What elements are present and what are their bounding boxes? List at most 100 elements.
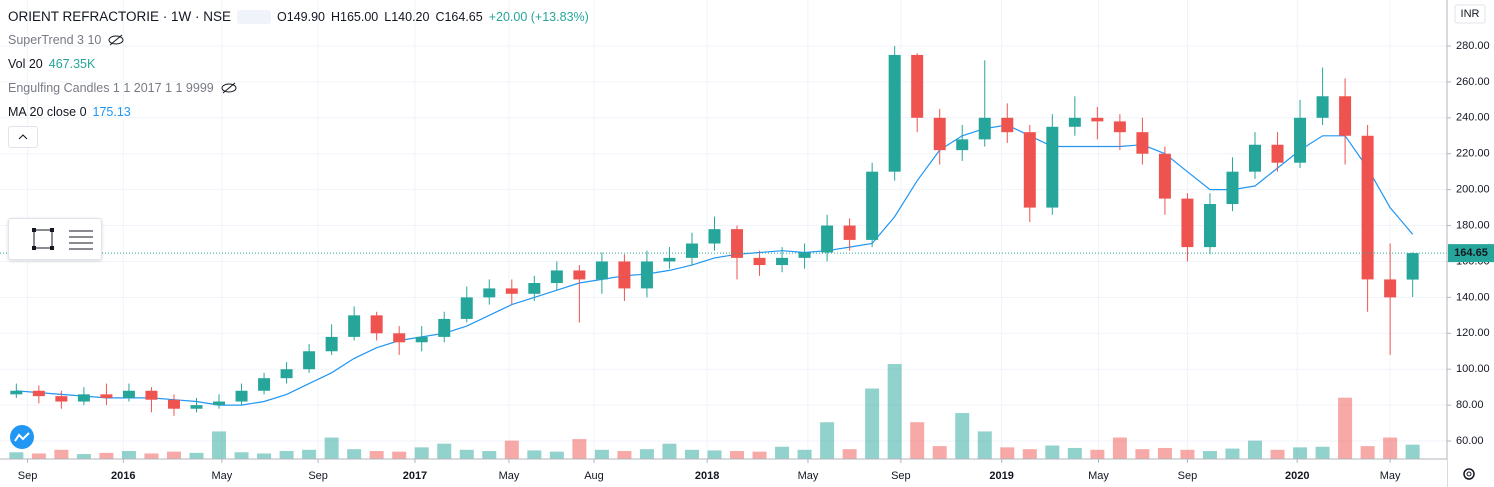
indicator-name: MA 20 close 0 (8, 105, 87, 119)
candle-body (1068, 117, 1081, 127)
candle (1406, 252, 1419, 298)
volume-bar (459, 449, 474, 459)
x-tick-label: 2018 (695, 470, 719, 482)
candle (235, 383, 248, 406)
volume-bar (347, 449, 362, 459)
volume-bar (1338, 397, 1353, 459)
hidden-icon[interactable] (107, 34, 125, 46)
volume-bar (279, 451, 294, 459)
settings-icon[interactable] (1463, 468, 1475, 480)
candle-body (798, 252, 811, 258)
x-tick-label: Sep (891, 470, 911, 482)
candle-body (1249, 144, 1262, 172)
candle (933, 108, 946, 165)
volume-bar (1112, 437, 1127, 459)
candle-body (708, 229, 721, 244)
candle-body (618, 261, 631, 289)
candle-body (663, 257, 676, 262)
candle (1361, 124, 1374, 312)
hidden-icon[interactable] (220, 82, 238, 94)
y-tick-label: 260.00 (1456, 76, 1490, 88)
candle (573, 265, 586, 323)
volume-bar (932, 446, 947, 459)
indicator-value: 467.35K (48, 57, 96, 71)
indicator[interactable]: Vol 20 467.35K (8, 57, 95, 71)
ohlc-change: +20.00 (+13.83%) (488, 9, 589, 24)
volume-bar (99, 452, 114, 459)
indicator-value: 175.13 (92, 105, 131, 119)
gear (1463, 468, 1475, 480)
collapse-button[interactable] (8, 126, 38, 148)
symbol-header: ORIENT REFRACTORIE · 1W · NSE O149.90 H1… (8, 9, 589, 24)
volume-bar (1067, 447, 1082, 459)
candle-body (933, 117, 946, 151)
volume-bar (1157, 447, 1172, 459)
candle (213, 394, 226, 409)
candle (258, 372, 271, 395)
candle (1181, 193, 1194, 262)
volume-bar (324, 437, 339, 459)
candle (866, 162, 879, 248)
x-tick-label: Sep (308, 470, 328, 482)
volume-bar (1000, 447, 1015, 459)
candle-body (1316, 96, 1329, 118)
volume-bar (775, 446, 790, 459)
candle-body (10, 390, 23, 395)
volume-bar (482, 451, 497, 459)
volume-bar (797, 449, 812, 459)
candle-body (956, 139, 969, 151)
candle (10, 383, 23, 398)
indicator-name: Engulfing Candles 1 1 2017 1 1 9999 (8, 81, 214, 95)
candle-body (370, 315, 383, 334)
candle (685, 232, 698, 266)
candle-body (528, 283, 541, 294)
symbol[interactable]: ORIENT REFRACTORIE · 1W · NSE (8, 9, 232, 24)
y-tick-label: 140.00 (1456, 291, 1490, 303)
candle (100, 383, 113, 406)
volume-bar (302, 449, 317, 459)
candle-body (415, 336, 428, 343)
lines-tool[interactable] (67, 227, 95, 251)
candle-body (235, 390, 248, 402)
currency-badge (1454, 4, 1486, 24)
volume-bar (1180, 449, 1195, 459)
candle (618, 254, 631, 301)
candle (167, 394, 180, 416)
indicator[interactable]: MA 20 close 0 175.13 (8, 105, 131, 119)
candle (843, 218, 856, 251)
volume-bar (212, 431, 227, 459)
candle-body (866, 171, 879, 240)
candle-body (1339, 96, 1352, 136)
rectangle-tool[interactable] (31, 227, 55, 251)
candle-body (100, 394, 113, 398)
volume-bar (31, 453, 46, 459)
candle (393, 326, 406, 355)
candle-body (1001, 117, 1014, 133)
moving-average (16, 124, 1414, 406)
ohlc-low: L140.20 (384, 9, 430, 24)
candle (303, 344, 316, 373)
candle-body (753, 257, 766, 266)
indicator-name: SuperTrend 3 10 (8, 33, 102, 47)
candle-body (776, 257, 789, 266)
candle-body (1384, 279, 1397, 298)
volume-bar (617, 451, 632, 459)
volume-bar (1022, 449, 1037, 459)
volume-bar (257, 453, 272, 459)
y-tick-label: 280.00 (1456, 40, 1490, 52)
indicator[interactable]: SuperTrend 3 10 (8, 33, 125, 47)
volume-bar (662, 443, 677, 459)
candle (978, 60, 991, 147)
candle (1226, 157, 1239, 212)
candle (776, 247, 789, 273)
candle (460, 286, 473, 323)
candle (415, 326, 428, 352)
candle (821, 214, 834, 262)
x-tick-label: May (1380, 470, 1401, 482)
candle-body (122, 390, 135, 398)
indicator[interactable]: Engulfing Candles 1 1 2017 1 1 9999 (8, 81, 238, 95)
candle-body (1113, 121, 1126, 133)
y-tick-label: 120.00 (1456, 327, 1490, 339)
